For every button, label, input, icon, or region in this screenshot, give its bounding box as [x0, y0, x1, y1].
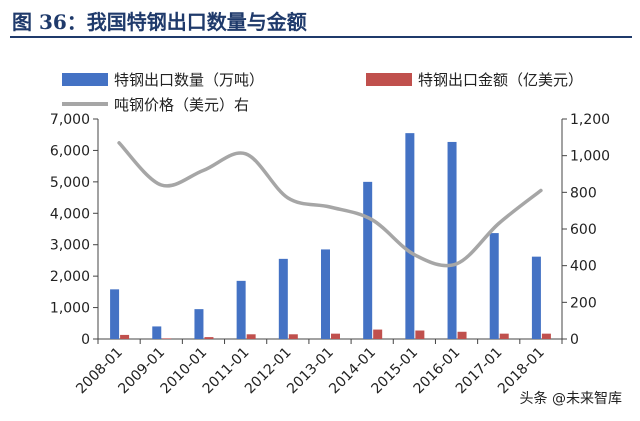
bar-quantity-1 [152, 326, 162, 339]
line-point-8 [456, 263, 458, 265]
line-point-7 [413, 254, 415, 256]
legend-label-0: 特钢出口数量（万吨） [114, 71, 264, 89]
y-right-tick-label: 600 [570, 222, 597, 238]
line-point-3 [245, 153, 247, 155]
bar-quantity-7 [405, 133, 415, 339]
bar-value-7 [415, 330, 425, 339]
bar-value-9 [499, 333, 509, 339]
line-point-1 [160, 184, 162, 186]
line-point-4 [287, 197, 289, 199]
bar-value-0 [120, 334, 130, 339]
watermark: 头条 @未来智库 [515, 387, 626, 409]
y-left-tick-label: 4,000 [50, 206, 90, 222]
y-left-tick-label: 2,000 [50, 269, 90, 285]
line-point-5 [329, 206, 331, 208]
y-left-tick-label: 7,000 [50, 112, 90, 128]
bar-quantity-9 [489, 233, 499, 339]
figure-title-bar: 图 36：我国特钢出口数量与金额 [0, 0, 640, 40]
legend-swatch-1 [366, 73, 412, 86]
bar-value-1 [162, 338, 172, 339]
bar-value-3 [246, 334, 256, 339]
legend-swatch-0 [62, 73, 108, 86]
line-point-10 [540, 190, 542, 191]
legend: 特钢出口数量（万吨） 特钢出口金额（亿美元） 吨钢价格（美元）右 [62, 71, 583, 114]
bar-quantity-6 [363, 181, 373, 339]
y-left-tick-label: 1,000 [50, 301, 90, 317]
bar-value-5 [331, 333, 340, 339]
bar-value-2 [204, 337, 214, 339]
series-line-price [117, 141, 543, 268]
line-point-9 [498, 223, 500, 224]
bar-value-6 [373, 329, 383, 339]
legend-label-1: 特钢出口金额（亿美元） [418, 71, 583, 89]
y-left-tick-label: 0 [81, 332, 90, 348]
title-underline [10, 36, 632, 38]
bar-quantity-10 [531, 256, 541, 339]
y-left-tick-label: 6,000 [50, 143, 90, 159]
y-right-tick-label: 1,200 [570, 112, 610, 128]
bar-quantity-3 [236, 280, 246, 339]
y-left-tick-label: 3,000 [50, 238, 90, 254]
axes: 0 1,000 2,000 3,000 4,000 5,000 6,000 7,000 0 200… [50, 112, 610, 348]
bars [110, 133, 551, 339]
bar-value-8 [457, 331, 467, 339]
line-point-2 [202, 169, 204, 171]
bar-quantity-2 [194, 309, 204, 339]
price-line [117, 141, 543, 268]
legend-label-line: 吨钢价格（美元）右 [114, 96, 249, 114]
figure-title: 图 36：我国特钢出口数量与金额 [12, 10, 307, 34]
bar-quantity-4 [278, 258, 288, 339]
bar-quantity-5 [321, 249, 330, 339]
bar-value-10 [541, 333, 551, 339]
bar-quantity-8 [447, 141, 457, 339]
y-right-tick-label: 1,000 [570, 149, 610, 165]
y-left-tick-label: 5,000 [50, 175, 90, 191]
line-point-0 [118, 142, 120, 144]
y-right-tick-label: 0 [570, 332, 579, 348]
y-right-tick-label: 200 [570, 295, 597, 311]
line-point-6 [371, 219, 373, 221]
bar-quantity-0 [110, 289, 120, 339]
y-right-tick-label: 400 [570, 259, 597, 275]
x-tick-labels: 2008-012009-012010-012011-012012-012013-… [73, 345, 547, 398]
bar-value-4 [288, 334, 298, 339]
y-right-tick-label: 800 [570, 185, 597, 201]
